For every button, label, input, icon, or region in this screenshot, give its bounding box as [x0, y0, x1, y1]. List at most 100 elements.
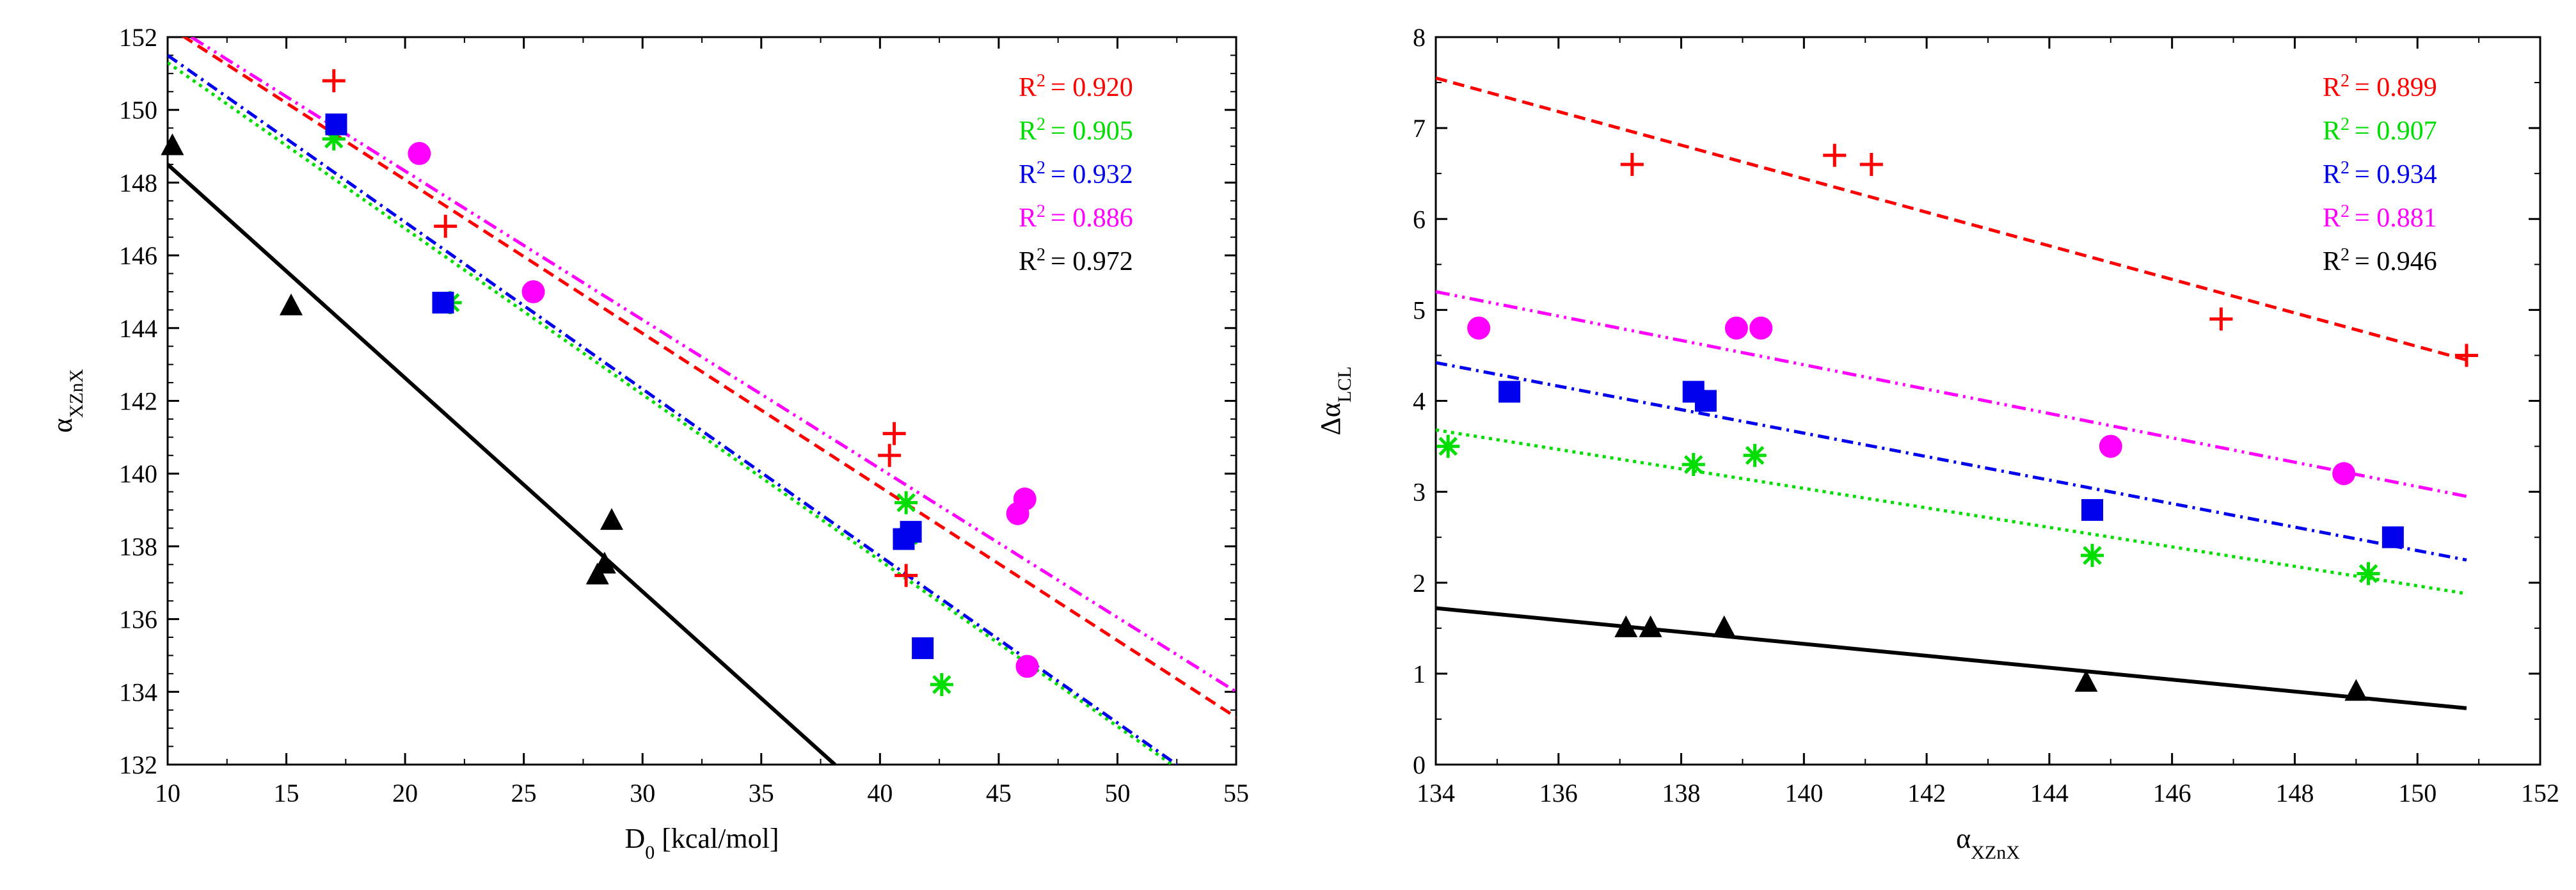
point-black [585, 562, 609, 585]
point-blue [2081, 499, 2104, 521]
x-tick-label: 45 [986, 779, 1012, 807]
point-red [1859, 152, 1883, 176]
data-points [161, 69, 1039, 696]
x-tick-label: 138 [1662, 779, 1701, 807]
y-tick-label: 144 [119, 314, 157, 343]
point-red [434, 214, 457, 238]
legend-r2-magenta: R2 = 0.881 [2323, 202, 2437, 234]
x-tick-label: 150 [2398, 779, 2437, 807]
point-blue [1694, 390, 1717, 412]
fit-line-black [1436, 606, 2467, 710]
x-tick-label: 30 [630, 779, 655, 807]
point-black [279, 293, 303, 315]
fit-line-green [168, 61, 1173, 765]
legend: R2 = 0.899 R2 = 0.907 R2 = 0.934 R2 = 0.881 R2 = … [2323, 71, 2437, 277]
fit-line-magenta [1436, 290, 2467, 498]
point-red [1620, 152, 1644, 176]
legend-r2-blue: R2 = 0.932 [1019, 158, 1133, 190]
point-magenta [1749, 316, 1773, 340]
x-tick-label: 55 [1223, 779, 1249, 807]
y-tick-label: 146 [119, 241, 157, 270]
point-green [2357, 562, 2380, 585]
point-blue [325, 113, 347, 136]
y-tick-label: 6 [1413, 205, 1426, 234]
point-red [882, 422, 906, 445]
y-tick-label: 140 [119, 459, 157, 488]
point-black [592, 552, 616, 574]
y-tick-label: 148 [119, 168, 157, 197]
y-tick-label: 136 [119, 605, 157, 634]
chart-left: 10 15 20 25 30 35 40 45 50 55 132 134 136 138 140 142 14… [47, 23, 1249, 863]
point-blue [432, 292, 454, 314]
fit-line-blue [168, 54, 1178, 765]
x-tick-label: 152 [2521, 779, 2559, 807]
point-black [1639, 615, 1662, 637]
point-red [2209, 307, 2233, 331]
x-tick-label: 10 [155, 779, 180, 807]
x-axis-label: D0 [kcal/mol] [624, 823, 779, 863]
point-red [2454, 344, 2478, 367]
point-magenta [1724, 316, 1748, 340]
point-black [2074, 670, 2098, 692]
fit-lines [168, 37, 1236, 765]
x-tick-label: 50 [1104, 779, 1130, 807]
x-tick-label: 144 [2030, 779, 2069, 807]
legend-r2-black: R2 = 0.946 [2323, 245, 2437, 277]
y-tick-label: 0 [1413, 751, 1426, 779]
point-black [161, 133, 184, 155]
point-green [930, 672, 953, 696]
point-green [2081, 544, 2104, 568]
fit-line-blue [1436, 361, 2467, 562]
fit-line-magenta [190, 37, 1236, 694]
legend-r2-green: R2 = 0.907 [2323, 115, 2437, 147]
point-green [1682, 452, 1705, 476]
point-black [1712, 615, 1736, 637]
y-tick-label: 8 [1413, 23, 1426, 52]
legend-r2-red: R2 = 0.920 [1019, 71, 1133, 103]
y-tick-label: 3 [1413, 478, 1426, 507]
point-magenta [2332, 462, 2356, 486]
point-black [600, 508, 623, 530]
point-magenta [1015, 655, 1039, 678]
y-tick-label: 152 [119, 23, 157, 52]
point-red [322, 69, 346, 93]
y-tick-label: 132 [119, 751, 157, 779]
chart-right: 134 136 138 140 142 144 146 148 150 152 0 1 2 3 4 5 6 7 8 α… [1315, 23, 2559, 863]
legend-r2-blue: R2 = 0.934 [2323, 158, 2437, 190]
x-tick-label: 134 [1417, 779, 1455, 807]
data-points [1436, 143, 2478, 701]
point-magenta [521, 280, 545, 303]
point-black [1614, 615, 1638, 637]
legend-r2-magenta: R2 = 0.886 [1019, 202, 1133, 234]
point-red [878, 443, 902, 467]
point-magenta [1013, 487, 1037, 511]
y-tick-label: 150 [119, 96, 157, 125]
point-magenta [2099, 434, 2122, 458]
point-green [894, 491, 918, 514]
y-axis-label: ΔαLCL [1315, 366, 1355, 435]
point-blue [2381, 526, 2404, 548]
point-magenta [1467, 316, 1491, 340]
point-green [1436, 434, 1460, 458]
y-tick-label: 1 [1413, 660, 1426, 688]
point-green [1743, 443, 1767, 467]
fit-lines [1436, 76, 2467, 710]
x-tick-label: 15 [274, 779, 299, 807]
y-tick-label: 4 [1413, 387, 1426, 416]
x-tick-label: 40 [867, 779, 893, 807]
x-tick-label: 148 [2275, 779, 2314, 807]
x-tick-label: 25 [511, 779, 537, 807]
x-tick-label: 20 [392, 779, 418, 807]
x-tick-label: 142 [1907, 779, 1946, 807]
fit-line-red [181, 37, 1236, 719]
y-tick-label: 138 [119, 532, 157, 561]
point-blue [1499, 381, 1521, 403]
legend: R2 = 0.920 R2 = 0.905 R2 = 0.932 R2 = 0.886 R2 = … [1019, 71, 1133, 277]
x-tick-label: 136 [1539, 779, 1578, 807]
y-tick-label: 2 [1413, 569, 1426, 598]
y-tick-label: 142 [119, 387, 157, 416]
point-magenta [408, 141, 431, 165]
point-red [894, 564, 918, 587]
fit-line-red [1436, 76, 2467, 362]
